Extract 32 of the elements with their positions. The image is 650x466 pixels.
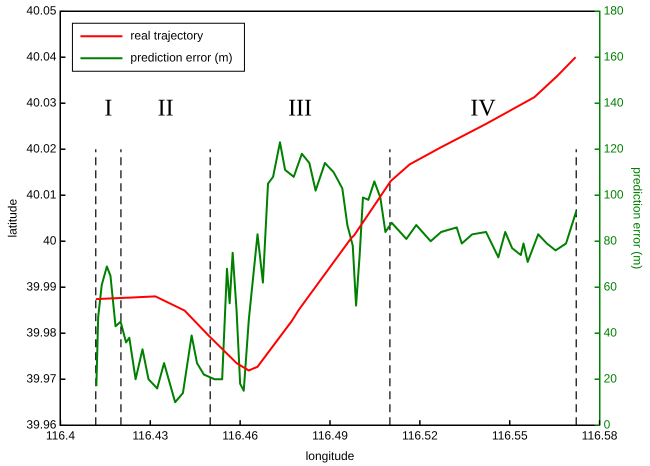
x-tick-label: 116.46 [222,428,258,443]
y2-tick-label: 180 [604,4,624,18]
y2-tick-label: 100 [604,188,624,202]
y-tick-label: 39.97 [26,372,57,386]
y-tick-label: 40.04 [26,50,57,64]
y2-tick-label: 40 [604,326,618,340]
x-tick-label: 116.43 [132,428,169,443]
y2-tick-label: 20 [604,372,618,386]
y-tick-label: 39.99 [26,280,57,294]
y2-tick-label: 160 [604,50,624,64]
y-tick-label: 40.02 [26,142,57,156]
legend-label: real trajectory [130,28,204,43]
y2-tick-label: 120 [604,142,624,156]
y-tick-label: 40.05 [26,4,57,18]
x-tick-label: 116.52 [402,428,438,443]
y-axis-title: latitude [6,198,20,238]
annotation: I [104,95,112,122]
y-tick-label: 40.03 [26,96,57,110]
x-tick-label: 116.49 [312,428,348,443]
legend-label: prediction error (m) [130,50,232,65]
annotation: II [158,95,174,122]
y2-tick-label: 80 [604,234,618,248]
y2-axis-title: prediction error (m) [630,167,644,270]
x-axis-title: longitude [306,449,355,464]
y2-tick-label: 60 [604,280,618,294]
y-tick-label: 40.01 [26,188,57,202]
annotation: IV [470,95,496,122]
y2-tick-label: 140 [604,96,624,110]
annotation: III [288,95,312,122]
x-tick-label: 116.55 [492,428,528,443]
y-tick-label: 40 [43,234,57,248]
y-tick-label: 39.98 [26,326,57,340]
